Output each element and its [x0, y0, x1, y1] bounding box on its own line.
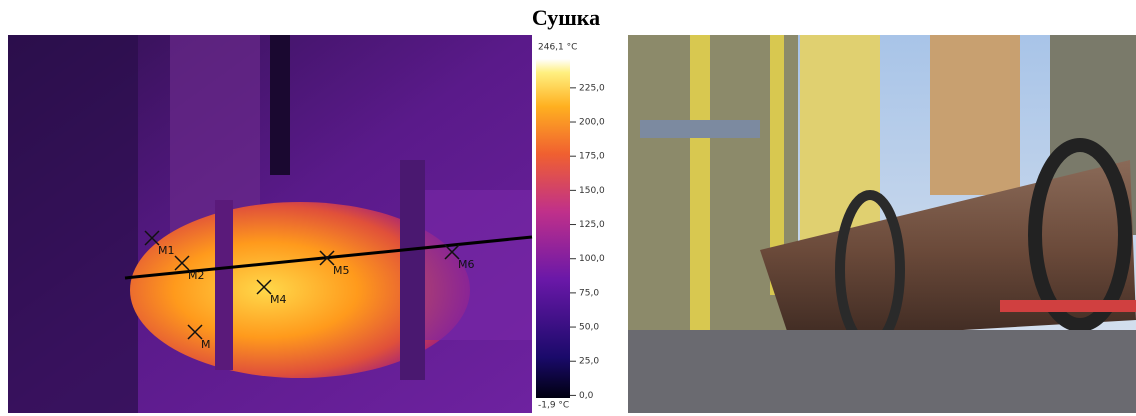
- tick-label: 225,0: [579, 83, 605, 93]
- marker-label: M: [201, 338, 211, 351]
- marker-cross: [187, 324, 203, 340]
- marker-label: M5: [333, 264, 350, 277]
- marker-cross: [256, 279, 272, 295]
- tick-label: 75,0: [579, 288, 599, 298]
- marker-label: M4: [270, 293, 287, 306]
- tick-label: 200,0: [579, 118, 605, 128]
- marker-cross: [444, 244, 460, 260]
- marker-label: M2: [188, 269, 205, 282]
- marker-cross: [144, 230, 160, 246]
- scale-min: -1,9 °C: [538, 401, 569, 411]
- marker-cross: [174, 255, 190, 271]
- tick-label: 0,0: [579, 391, 594, 401]
- tick-label: 25,0: [579, 357, 599, 367]
- thermal-image: [8, 35, 533, 413]
- tick-label: 150,0: [579, 186, 605, 196]
- tick-label: 175,0: [579, 152, 605, 162]
- marker-cross: [319, 250, 335, 266]
- scale-max: 246,1 °C: [538, 43, 577, 53]
- tick-label: 100,0: [579, 254, 605, 264]
- photo: [628, 35, 1136, 413]
- marker-label: M6: [458, 258, 475, 271]
- title: Сушка: [532, 5, 600, 30]
- colorbar: [536, 59, 570, 398]
- marker-label: M1: [158, 244, 175, 257]
- tick-label: 50,0: [579, 323, 599, 333]
- tick-label: 125,0: [579, 220, 605, 230]
